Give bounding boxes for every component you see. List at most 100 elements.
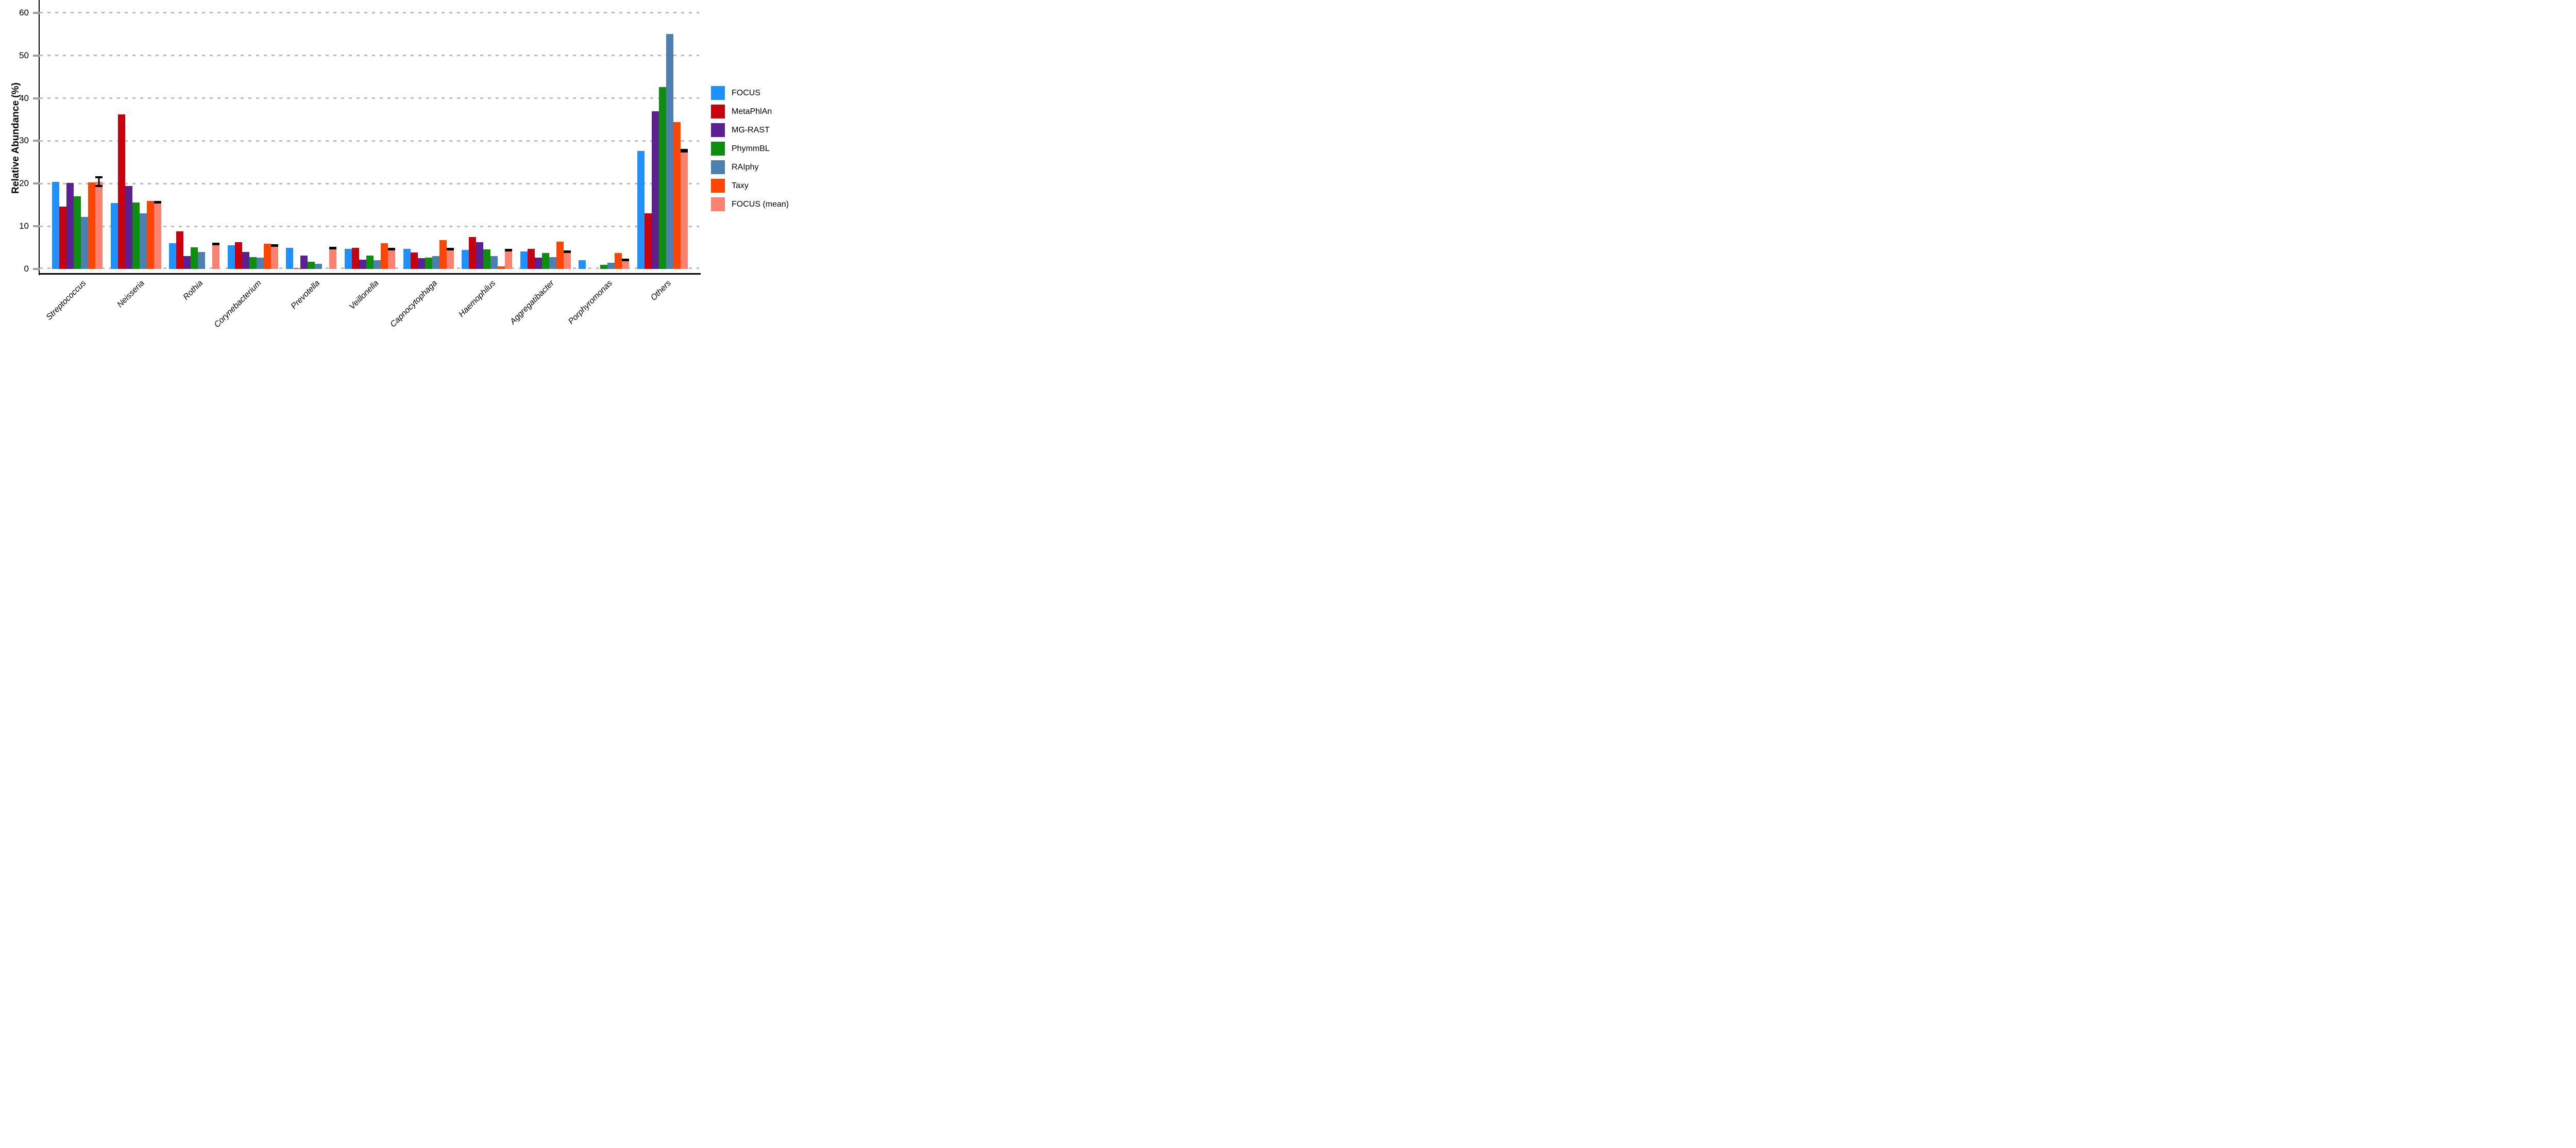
bar-chart-figure: Relative Abundance (%) 0 10 20 30 40 50 60 Str… [0, 0, 791, 329]
bar-focus-mean--neisseria [154, 201, 161, 269]
y-tick-50 [33, 54, 40, 57]
legend-swatch [711, 179, 725, 193]
gridline-50 [40, 55, 699, 57]
bar-raiphy-aggregatibacter [549, 257, 556, 269]
legend-label: PhymmBL [732, 144, 770, 153]
error-bar-cap-top [95, 176, 103, 179]
x-label-text: Haemophilus [457, 279, 498, 319]
legend-item-raiphy: RAIphy [711, 160, 789, 174]
bar-phymmbl-others [658, 87, 666, 269]
bar-group-others [637, 3, 688, 269]
bar-metaphlan-prevotella [293, 268, 301, 269]
x-axis-line [39, 273, 701, 275]
bar-phymmbl-rothia [191, 247, 198, 269]
bar-raiphy-haemophilus [490, 256, 498, 269]
bar-taxy-corynebacterium [263, 244, 271, 269]
legend-item-mg-rast: MG-RAST [711, 123, 789, 137]
legend-item-taxy: Taxy [711, 179, 789, 193]
bar-group-corynebacterium [227, 3, 278, 269]
bar-metaphlan-corynebacterium [234, 242, 242, 269]
bar-taxy-aggregatibacter [556, 241, 564, 269]
bar-mg-rast-rothia [183, 256, 191, 269]
bar-focus-mean--capnocytophaga [446, 248, 454, 269]
bar-taxy-capnocytophaga [439, 240, 447, 269]
bar-focus-mean--veillonella [387, 247, 395, 269]
legend-label: RAIphy [732, 162, 759, 172]
bar-focus-porphyromonas [579, 260, 586, 269]
error-bar-cap-bottom [154, 201, 161, 204]
error-bar-stem [98, 176, 100, 187]
bar-mg-rast-aggregatibacter [534, 258, 542, 269]
bar-phymmbl-haemophilus [483, 249, 491, 269]
bar-phymmbl-capnocytophaga [425, 257, 432, 269]
x-label-text: Veillonella [347, 279, 381, 312]
legend-swatch [711, 142, 725, 156]
bar-focus-mean--aggregatibacter [563, 250, 571, 269]
bar-phymmbl-streptococcus [74, 196, 81, 269]
bar-focus-mean--others [680, 149, 688, 269]
bar-taxy-others [673, 122, 681, 269]
y-tick-label-60: 60 [19, 7, 29, 18]
error-bar-cap-bottom [387, 248, 395, 250]
error-bar-cap-bottom [446, 248, 454, 251]
legend-label: FOCUS (mean) [732, 199, 789, 209]
bar-raiphy-veillonella [373, 260, 381, 269]
y-tick-0 [33, 268, 40, 270]
bar-phymmbl-neisseria [132, 202, 140, 269]
bar-raiphy-neisseria [139, 213, 147, 269]
error-bar-cap-bottom [270, 244, 278, 247]
y-tick-label-50: 50 [19, 50, 29, 60]
x-label-text: Corynebacterium [212, 279, 263, 330]
y-tick-label-0: 0 [24, 264, 29, 274]
error-bar-cap-bottom [563, 251, 571, 254]
error-bar-cap-bottom [329, 247, 337, 249]
x-axis-labels: Streptococcus Neisseria Rothia Corynebacter… [0, 279, 791, 329]
bar-phymmbl-aggregatibacter [541, 252, 549, 269]
bar-focus-others [637, 150, 645, 269]
error-bar-cap-top [680, 149, 688, 151]
error-bar-cap-bottom [622, 259, 630, 262]
bar-mg-rast-streptococcus [66, 183, 74, 269]
bar-group-prevotella [286, 3, 337, 269]
bar-mg-rast-haemophilus [476, 242, 484, 269]
bar-group-rothia [169, 3, 220, 269]
bar-mg-rast-others [651, 111, 659, 269]
bar-metaphlan-others [644, 213, 652, 269]
bar-mg-rast-veillonella [359, 259, 366, 269]
bar-group-porphyromonas [579, 3, 630, 269]
gridline-30 [40, 140, 699, 142]
legend-label: MetaPhlAn [732, 107, 772, 116]
bar-groups-container [40, 3, 699, 269]
legend-label: FOCUS [732, 88, 760, 97]
bar-group-capnocytophaga [403, 3, 454, 269]
bar-group-streptococcus [52, 3, 103, 269]
bar-focus-streptococcus [52, 181, 59, 269]
x-label-text: Others [649, 279, 673, 302]
y-tick-label-30: 30 [19, 136, 29, 146]
y-tick-40 [33, 97, 40, 99]
error-bar-cap-bottom [505, 249, 513, 252]
plot-area [40, 3, 699, 269]
bar-group-veillonella [344, 3, 395, 269]
x-label-text: Aggregatibacter [508, 279, 556, 326]
bar-metaphlan-neisseria [117, 114, 125, 269]
bar-group-aggregatibacter [520, 3, 571, 269]
bar-phymmbl-veillonella [366, 255, 374, 269]
legend-item-focus: FOCUS [711, 86, 789, 100]
legend-swatch [711, 123, 725, 137]
bar-taxy-haemophilus [498, 266, 505, 269]
gridline-40 [40, 97, 699, 99]
bar-focus-neisseria [110, 202, 118, 269]
bar-metaphlan-rothia [176, 231, 184, 269]
bar-phymmbl-prevotella [308, 261, 315, 269]
legend-item-metaphlan: MetaPhlAn [711, 105, 789, 119]
bar-taxy-porphyromonas [615, 253, 622, 269]
bar-focus-mean--porphyromonas [622, 259, 630, 269]
y-tick-label-40: 40 [19, 93, 29, 103]
y-axis-line [39, 0, 40, 275]
bar-raiphy-porphyromonas [607, 262, 615, 269]
x-label-text: Prevotella [290, 279, 322, 311]
bar-focus-rothia [169, 243, 177, 269]
legend-label: Taxy [732, 181, 749, 190]
legend-item-focus-mean-: FOCUS (mean) [711, 197, 789, 211]
